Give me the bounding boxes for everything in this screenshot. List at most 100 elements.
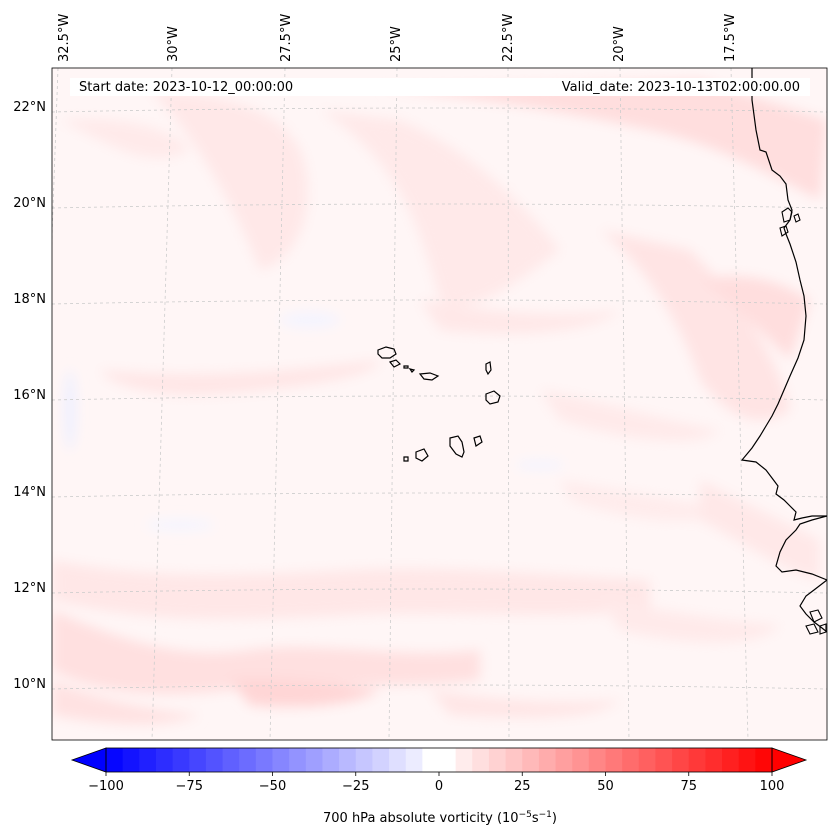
colorbar-swatch [222, 748, 240, 772]
colorbar-swatch [488, 748, 507, 772]
colorbar-swatch [355, 748, 373, 772]
island-islet [408, 368, 416, 373]
colorbar-swatch [588, 748, 606, 772]
colorbar-swatch [555, 748, 573, 772]
island-santo-antao [377, 346, 397, 359]
colorbar-swatch [638, 748, 656, 772]
island-sal [485, 361, 492, 376]
lat-label-16n: 16°N [13, 388, 46, 403]
meridian-30w [151, 68, 173, 740]
lat-label-14n: 14°N [13, 485, 46, 500]
colorbar-swatch [122, 748, 140, 772]
colorbar-swatch [389, 748, 407, 772]
colorbar-swatch [239, 748, 257, 772]
island-fogo [415, 448, 429, 462]
meridian-17-5w [730, 68, 749, 740]
colorbar-max-extend [771, 747, 808, 773]
colorbar-swatch [205, 748, 224, 772]
colorbar-ticks: −100 −75 −50 −25 0 25 50 75 100 [88, 772, 784, 794]
meridian-25w [388, 68, 398, 740]
colorbar-swatch [422, 748, 440, 772]
lat-label-10n: 10°N [13, 677, 46, 692]
latitude-labels: 22°N 20°N 18°N 16°N 14°N 12°N 10°N [13, 100, 46, 692]
colorbar-swatch [738, 748, 756, 772]
field-patches [52, 80, 827, 725]
meridian-20w [619, 68, 630, 740]
colorbar-swatch [255, 748, 273, 772]
colorbar-tick-label: −50 [259, 779, 286, 794]
african-coastline [740, 68, 827, 633]
colorbar-tick-label: 50 [597, 779, 614, 794]
island-santa-luzia [403, 365, 409, 369]
colorbar: −100 −75 −50 −25 0 25 50 75 100 700 hPa absolute… [70, 747, 808, 826]
colorbar-min-extend [70, 747, 107, 773]
colorbar-swatch [289, 748, 307, 772]
colorbar-swatch [472, 748, 490, 772]
island-sao-vicente [388, 359, 402, 368]
colorbar-tick-label: 75 [680, 779, 697, 794]
cape-verde-islands [377, 346, 501, 462]
colorbar-tick-label: −75 [176, 779, 203, 794]
colorbar-tick-label: −100 [88, 779, 124, 794]
parallel-16n [52, 395, 827, 401]
island-maio [473, 435, 483, 447]
lon-label-17-5w: 17.5°W [723, 14, 738, 62]
lon-label-22-5w: 22.5°W [501, 14, 516, 62]
colorbar-swatch [672, 748, 690, 772]
colorbar-swatch [655, 748, 673, 772]
colorbar-tick-label: −25 [342, 779, 369, 794]
lon-label-25w: 25°W [389, 26, 404, 62]
colorbar-swatches [106, 748, 773, 772]
colorbar-swatch [372, 748, 390, 772]
island-boa-vista [485, 390, 501, 405]
colorbar-swatch [572, 748, 590, 772]
parallel-10n [52, 684, 827, 690]
parallel-14n [52, 492, 827, 498]
colorbar-swatch [189, 748, 207, 772]
colorbar-swatch [305, 748, 323, 772]
colorbar-label: 700 hPa absolute vorticity (10−5s−1) [323, 810, 557, 826]
lat-label-12n: 12°N [13, 581, 46, 596]
island-sao-nicolau [418, 372, 440, 381]
colorbar-swatch [755, 748, 773, 772]
map-frame [51, 67, 828, 741]
colorbar-swatch [155, 748, 174, 772]
parallel-12n [52, 588, 827, 594]
colorbar-swatch [722, 748, 740, 772]
colorbar-swatch [505, 748, 523, 772]
colorbar-swatch [139, 748, 157, 772]
vorticity-field [52, 68, 827, 740]
colorbar-tick-label: 25 [514, 779, 531, 794]
coastal-islands [779, 207, 827, 635]
lon-label-20w: 20°W [612, 26, 627, 62]
colorbar-swatch [538, 748, 557, 772]
colorbar-swatch [272, 748, 290, 772]
lat-label-18n: 18°N [13, 292, 46, 307]
header-box [70, 78, 810, 96]
valid-date-label: Valid_date: 2023-10-13T02:00:00.00 [562, 80, 800, 95]
colorbar-swatch [106, 748, 124, 772]
start-date-label: Start date: 2023-10-12_00:00:00 [79, 80, 293, 95]
colorbar-tick-label: 100 [760, 779, 785, 794]
longitude-labels: 32.5°W 30°W 27.5°W 25°W 22.5°W 20°W 17.5… [57, 14, 738, 62]
colorbar-swatch [439, 748, 457, 772]
colorbar-swatch [688, 748, 706, 772]
colorbar-swatch [322, 748, 340, 772]
colorbar-swatch [622, 748, 640, 772]
lat-label-20n: 20°N [13, 196, 46, 211]
island-brava [403, 456, 409, 462]
lat-label-22n: 22°N [13, 100, 46, 115]
lon-label-32-5w: 32.5°W [57, 14, 72, 62]
graticule [52, 68, 827, 740]
colorbar-swatch [339, 748, 357, 772]
colorbar-swatch [605, 748, 623, 772]
parallel-18n [52, 299, 827, 305]
colorbar-swatch [705, 748, 723, 772]
parallel-20n [52, 203, 827, 209]
island-santiago [449, 435, 465, 458]
parallel-22n [52, 107, 827, 113]
meridian-22-5w [507, 68, 510, 740]
colorbar-swatch [172, 748, 190, 772]
colorbar-swatch [522, 748, 540, 772]
